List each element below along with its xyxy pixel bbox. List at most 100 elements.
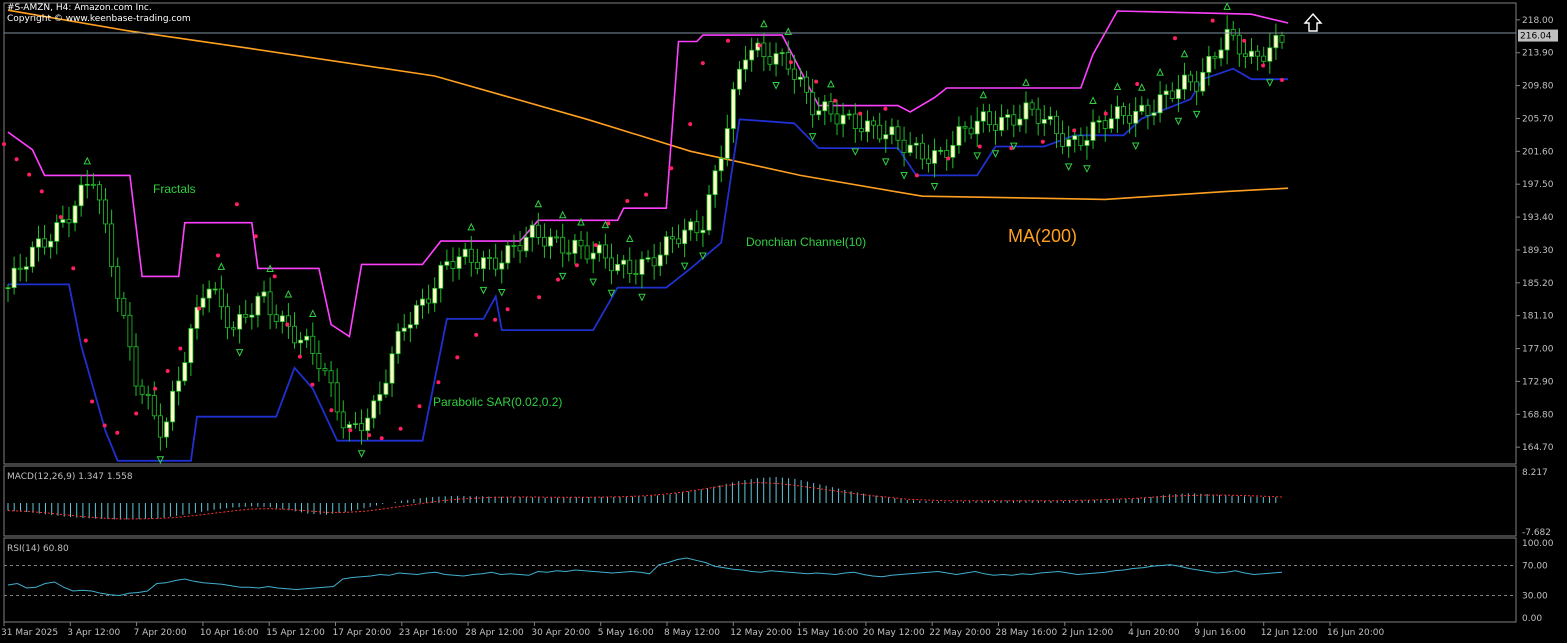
candle-body [907, 144, 913, 153]
sar-dot [606, 221, 611, 226]
candle-body [328, 370, 334, 384]
fractal-down-marker [1174, 117, 1183, 126]
candle-body [212, 288, 218, 291]
candle-body [340, 411, 346, 429]
candle-body [151, 395, 157, 417]
fractal-down-marker [589, 278, 597, 287]
candle-body [420, 298, 425, 306]
candle-body [676, 238, 681, 245]
candle-body [133, 346, 139, 387]
candle-body [5, 287, 11, 290]
candle-body [157, 415, 163, 438]
sar-dot [39, 189, 44, 194]
sar-dot [757, 43, 762, 48]
fractal-down-marker [1064, 163, 1073, 172]
candle-body [913, 142, 919, 146]
candle-body [310, 335, 316, 354]
donchian-label: Donchian Channel(10) [746, 235, 866, 249]
rsi-tick-label: 0.00 [1522, 614, 1542, 624]
time-tick-label: 2 Jun 12:00 [1062, 628, 1114, 638]
fractal-up-marker [784, 27, 793, 35]
candle-body [950, 144, 956, 158]
candle-body [1114, 106, 1120, 120]
price-tick-label: 189.30 [1522, 246, 1554, 256]
candle-body [871, 120, 877, 126]
sar-dot [71, 266, 76, 271]
time-tick-label: 31 Mar 2025 [1, 628, 58, 638]
candle-body [578, 239, 584, 247]
sar-dot [253, 234, 258, 239]
sar-label: Parabolic SAR(0.02,0.2) [433, 395, 562, 409]
candle-body [1133, 110, 1139, 124]
price-axis: 218.00 213.90 209.80 205.70 201.60 197.50 193.… [1516, 16, 1558, 453]
fractal-down-marker [1192, 110, 1201, 119]
sar-dot [272, 274, 277, 279]
sar-dot [1103, 111, 1108, 116]
candle-body [761, 42, 767, 57]
sar-dot [134, 411, 139, 416]
fractal-down-marker [699, 252, 707, 261]
candle-body [1194, 81, 1200, 92]
candle-body [29, 246, 35, 268]
candle-body [639, 258, 645, 275]
candle-body [1096, 120, 1102, 123]
fractal-up-marker [284, 289, 293, 298]
donchian-lower-line [8, 67, 1289, 462]
candle-body [1023, 102, 1029, 120]
fractal-down-marker [156, 456, 165, 464]
candle-body [706, 194, 712, 231]
candle-body [84, 183, 90, 186]
sar-dot [1261, 63, 1266, 68]
candle-body [529, 224, 535, 238]
candle-body [261, 291, 267, 297]
rsi-line [7, 557, 1283, 597]
sar-dot [367, 433, 372, 438]
candle-body [737, 68, 742, 90]
candle-body [858, 128, 864, 133]
candle-body [42, 238, 48, 248]
candle-body [267, 291, 273, 316]
candle-body [816, 110, 822, 116]
candle-body [1151, 112, 1157, 116]
candle-body [1078, 135, 1084, 146]
fractal-up-marker [760, 19, 768, 28]
candle-body [1060, 133, 1066, 147]
time-tick-label: 5 May 16:00 [598, 628, 654, 638]
candle-body [627, 259, 633, 274]
sar-dot [348, 428, 353, 433]
rsi-indicator: RSI(14) 60.80 100.00 70.00 30.00 0.00 [4, 539, 1554, 624]
fractal-down-marker [881, 158, 890, 167]
candle-body [487, 257, 493, 260]
candle-body [554, 236, 560, 239]
time-tick-label: 22 May 20:00 [929, 628, 991, 638]
candle-body [456, 256, 462, 269]
fractal-up-marker [827, 79, 835, 88]
candle-body [1279, 35, 1285, 43]
fractal-down-marker [808, 133, 817, 141]
sar-dot [165, 369, 170, 373]
sar-dot [285, 322, 290, 327]
candle-body [1206, 55, 1212, 73]
candle-body [365, 417, 371, 432]
sar-dot [417, 404, 422, 409]
fractal-up-marker [83, 156, 92, 165]
candle-body [474, 261, 480, 269]
sar-dot [858, 111, 863, 116]
candle-body [17, 267, 23, 270]
fractal-down-marker [900, 172, 908, 180]
candle-body [584, 245, 590, 260]
candle-body [712, 170, 718, 196]
candle-body [1224, 29, 1230, 51]
candle-body [883, 134, 889, 140]
candle-body [804, 76, 809, 93]
macd-label: MACD(12,26,9) 1.347 1.558 [7, 472, 133, 482]
time-tick-label: 3 Apr 12:00 [67, 628, 120, 638]
candle-body [944, 150, 950, 158]
candle-body [1163, 90, 1169, 96]
candle-body [1242, 53, 1248, 57]
fractal-up-marker [217, 262, 226, 270]
candle-body [353, 423, 358, 426]
candle-body [90, 183, 96, 186]
candle-body [1218, 49, 1224, 59]
